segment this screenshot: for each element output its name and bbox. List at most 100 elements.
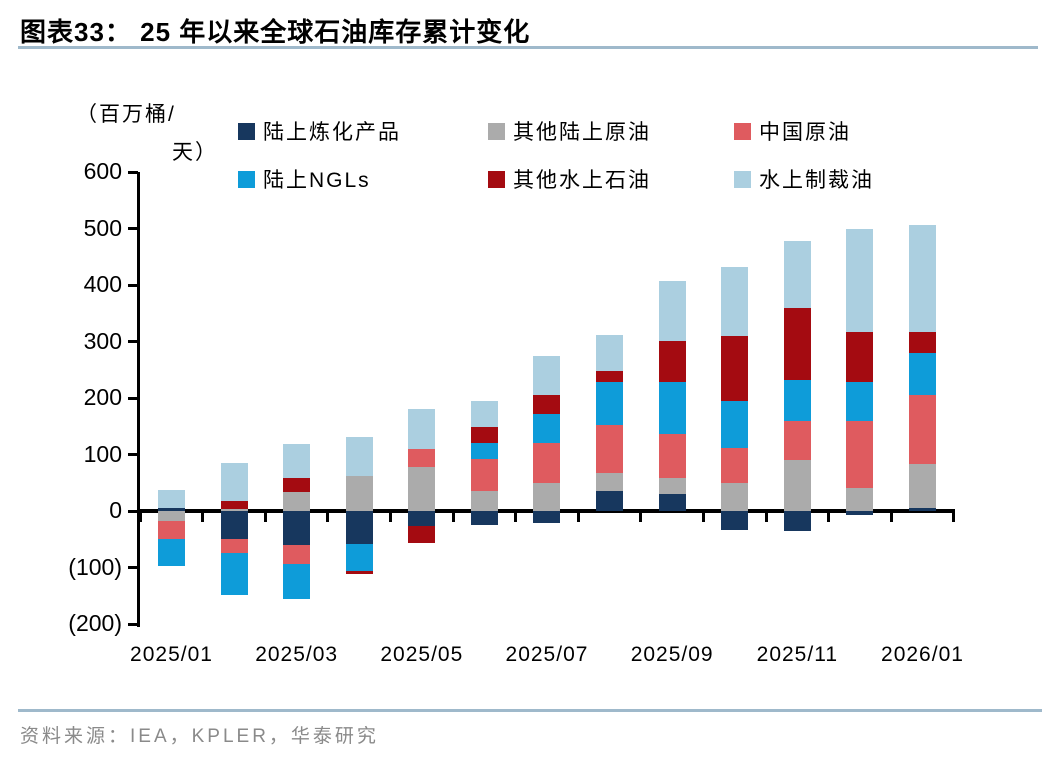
bar-segment	[345, 475, 373, 511]
bar-segment	[658, 340, 686, 383]
bar-segment	[345, 511, 373, 545]
legend-swatch-icon	[734, 170, 751, 188]
x-axis-tick	[701, 513, 705, 522]
bar-segment	[721, 335, 749, 401]
legend-swatch-icon	[238, 170, 255, 188]
legend-swatch-icon	[488, 122, 505, 140]
bar-segment	[783, 460, 811, 511]
legend-swatch-icon	[238, 122, 255, 140]
legend-item: 陆上NGLs	[238, 164, 371, 194]
legend-item: 水上制裁油	[734, 164, 874, 194]
bar-segment	[908, 352, 936, 395]
legend-swatch-icon	[734, 122, 751, 140]
bar-segment	[470, 427, 498, 444]
bar-segment	[846, 420, 874, 489]
bar-segment	[158, 539, 185, 566]
bar-segment	[846, 511, 874, 515]
legend-item: 陆上炼化产品	[238, 116, 401, 146]
source-note: 资料来源：IEA，KPLER，华泰研究	[20, 726, 379, 747]
bar-segment	[533, 394, 561, 414]
bar-segment	[158, 490, 185, 509]
x-axis-tick	[326, 513, 330, 522]
bar-segment	[283, 544, 311, 565]
legend-swatch-icon	[488, 170, 505, 188]
bar-segment	[283, 477, 311, 493]
y-axis-unit-label-line1: （百万桶/	[76, 103, 176, 126]
bar-segment	[470, 443, 498, 459]
bar-segment	[846, 488, 874, 511]
y-axis-line	[137, 172, 140, 627]
bar-segment	[283, 492, 311, 511]
legend-label: 中国原油	[759, 121, 851, 144]
bar-segment	[908, 464, 936, 509]
y-axis-tick	[128, 170, 138, 174]
bar-segment	[408, 409, 436, 449]
y-tick-label: (200)	[68, 610, 122, 636]
bar-segment	[908, 331, 936, 353]
footer-divider	[18, 709, 1042, 712]
y-axis-tick	[128, 396, 138, 400]
y-axis-unit-label-line2: 天）	[172, 141, 218, 164]
bar-segment	[158, 508, 185, 511]
bar-segment	[658, 478, 686, 495]
x-tick-label: 2025/07	[505, 643, 589, 666]
bar-segment	[783, 421, 811, 461]
bar-segment	[533, 511, 561, 524]
bar-segment	[533, 355, 561, 395]
legend-label: 水上制裁油	[759, 169, 874, 192]
bar-segment	[408, 466, 436, 511]
bar-segment	[846, 331, 874, 383]
x-axis-tick	[138, 513, 142, 522]
bar-segment	[533, 443, 561, 483]
y-tick-label: 200	[83, 384, 122, 410]
bar-segment	[408, 511, 436, 526]
bar-segment	[220, 539, 248, 553]
bar-segment	[783, 307, 811, 380]
x-axis-tick	[263, 513, 267, 522]
bar-segment	[283, 564, 311, 599]
y-tick-label: 400	[83, 271, 122, 297]
legend-label: 陆上NGLs	[263, 169, 371, 192]
bar-segment	[783, 511, 811, 531]
bar-segment	[721, 448, 749, 483]
bar-segment	[470, 490, 498, 511]
y-tick-label: (100)	[68, 553, 122, 580]
bar-segment	[721, 511, 749, 531]
bar-segment	[220, 509, 248, 511]
legend-label: 其他陆上原油	[513, 121, 651, 144]
bar-segment	[596, 472, 624, 492]
bar-segment	[658, 494, 686, 511]
bar-segment	[846, 228, 874, 332]
bar-segment	[783, 379, 811, 422]
x-axis-tick	[952, 513, 956, 522]
bar-segment	[345, 571, 373, 575]
bar-segment	[283, 444, 311, 478]
bar-segment	[721, 482, 749, 511]
y-axis-tick	[128, 566, 138, 569]
legend-item: 中国原油	[734, 116, 851, 146]
x-axis-tick	[639, 513, 643, 522]
x-axis-tick	[451, 513, 455, 522]
x-axis-tick	[201, 513, 205, 522]
bar-segment	[470, 511, 498, 526]
bar-segment	[345, 544, 373, 572]
x-tick-label: 2025/09	[630, 643, 714, 666]
y-tick-label: 0	[109, 497, 122, 523]
bar-segment	[908, 508, 936, 511]
x-tick-label: 2026/01	[881, 643, 964, 666]
bar-segment	[220, 511, 248, 540]
x-tick-label: 2025/01	[130, 643, 213, 666]
y-tick-label: 300	[83, 327, 122, 354]
bar-segment	[283, 511, 311, 545]
bar-segment	[658, 433, 686, 479]
y-axis-tick	[128, 622, 138, 626]
bar-segment	[658, 281, 686, 341]
bar-segment	[220, 500, 248, 510]
bar-segment	[408, 448, 436, 467]
bar-segment	[596, 370, 624, 383]
bar-segment	[908, 225, 936, 332]
legend-item: 其他陆上原油	[488, 116, 651, 146]
x-tick-label: 2025/11	[756, 643, 838, 666]
bar-segment	[470, 400, 498, 428]
